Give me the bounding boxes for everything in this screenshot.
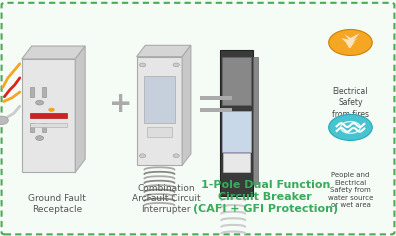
Circle shape <box>139 63 146 67</box>
Polygon shape <box>75 46 85 172</box>
Bar <box>30 123 67 127</box>
Circle shape <box>173 154 179 158</box>
Circle shape <box>0 116 8 125</box>
Bar <box>253 57 258 184</box>
Bar <box>222 111 251 152</box>
Bar <box>200 108 232 112</box>
Bar <box>144 76 175 123</box>
Circle shape <box>173 63 179 67</box>
Bar <box>22 59 75 172</box>
Polygon shape <box>182 45 191 165</box>
Bar <box>222 57 251 105</box>
Bar <box>220 50 253 196</box>
Text: People and
Electrical
Safety from
water source
or wet area: People and Electrical Safety from water … <box>328 172 373 208</box>
Circle shape <box>49 108 54 111</box>
Text: Combination
ArcFault Circuit
Interrupter: Combination ArcFault Circuit Interrupter <box>132 184 201 214</box>
Circle shape <box>36 136 44 140</box>
Bar <box>42 123 46 132</box>
Circle shape <box>329 30 372 55</box>
Text: Ground Fault
Receptacle: Ground Fault Receptacle <box>29 194 86 214</box>
Bar <box>223 153 250 173</box>
Bar <box>30 87 34 97</box>
Bar <box>30 123 34 132</box>
Circle shape <box>329 114 372 140</box>
Circle shape <box>36 100 44 105</box>
Text: 1-Pole Dual Function
Circuit Breaker
(CAFI + GFI Protection): 1-Pole Dual Function Circuit Breaker (CA… <box>193 180 338 214</box>
Circle shape <box>139 154 146 158</box>
Polygon shape <box>341 34 360 48</box>
Bar <box>147 127 172 137</box>
Text: Electrical
Safety
from fires: Electrical Safety from fires <box>332 87 369 118</box>
Bar <box>200 96 232 100</box>
Polygon shape <box>137 45 191 57</box>
Bar <box>42 87 46 97</box>
Polygon shape <box>22 46 85 59</box>
Bar <box>137 57 182 165</box>
Text: +: + <box>109 90 133 118</box>
Bar <box>30 113 67 118</box>
